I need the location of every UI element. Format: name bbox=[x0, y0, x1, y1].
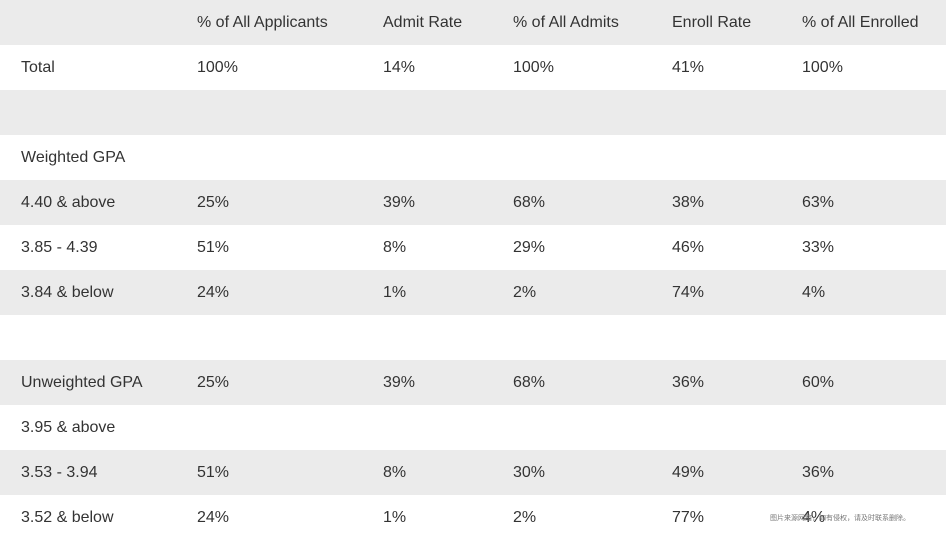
table-row: 3.85 - 4.39 51% 8% 29% 46% 33% bbox=[0, 225, 946, 270]
cell-enroll-rate bbox=[672, 135, 802, 180]
cell-admit-rate: 8% bbox=[383, 238, 407, 256]
row-label: 3.84 & below bbox=[21, 283, 114, 301]
cell-enroll-rate: 38% bbox=[672, 193, 705, 211]
table-row: 3.84 & below 24% 1% 2% 74% 4% bbox=[0, 270, 946, 315]
row-label: Weighted GPA bbox=[21, 148, 126, 166]
cell-enroll-rate: 36% bbox=[672, 373, 705, 391]
cell-pct-enrolled: 63% bbox=[802, 193, 835, 211]
cell-enroll-rate: 74% bbox=[672, 283, 705, 301]
cell-pct-enrolled: 4% bbox=[802, 283, 826, 301]
table-row: 4.40 & above 25% 39% 68% 38% 63% bbox=[0, 180, 946, 225]
cell-pct-applicants: 51% bbox=[197, 238, 230, 256]
cell-pct-enrolled bbox=[802, 135, 946, 180]
cell-pct-enrolled bbox=[802, 315, 946, 360]
cell-pct-enrolled bbox=[802, 405, 946, 450]
cell-pct-enrolled: 4% bbox=[802, 508, 826, 526]
cell-pct-admits: 2% bbox=[513, 508, 537, 526]
row-label: Unweighted GPA bbox=[21, 373, 143, 391]
cell-pct-admits bbox=[513, 315, 672, 360]
cell-pct-applicants bbox=[197, 405, 383, 450]
cell-pct-enrolled: 33% bbox=[802, 238, 835, 256]
header-cell-enroll-rate: Enroll Rate bbox=[672, 13, 752, 31]
header-cell-blank bbox=[0, 0, 197, 45]
watermark-text: 图片来源网络，如有侵权，请及时联系删除。 bbox=[770, 514, 910, 522]
cell-enroll-rate: 77% bbox=[672, 508, 705, 526]
cell-admit-rate: 39% bbox=[383, 373, 416, 391]
cell-pct-applicants: 51% bbox=[197, 463, 230, 481]
row-label: Total bbox=[21, 58, 55, 76]
cell-pct-enrolled: 60% bbox=[802, 373, 835, 391]
cell-pct-applicants: 24% bbox=[197, 283, 230, 301]
cell-admit-rate bbox=[383, 90, 513, 135]
cell-enroll-rate: 41% bbox=[672, 58, 705, 76]
cell-pct-applicants: 25% bbox=[197, 193, 230, 211]
table-row-unweighted-gpa: Unweighted GPA 25% 39% 68% 36% 60% bbox=[0, 360, 946, 405]
header-cell-pct-enrolled: % of All Enrolled bbox=[802, 13, 919, 31]
cell-enroll-rate bbox=[672, 405, 802, 450]
table-row-spacer bbox=[0, 90, 946, 135]
table-header-row: % of All Applicants Admit Rate % of All … bbox=[0, 0, 946, 45]
cell-enroll-rate: 46% bbox=[672, 238, 705, 256]
table-row-spacer bbox=[0, 315, 946, 360]
table-row: 3.53 - 3.94 51% 8% 30% 49% 36% bbox=[0, 450, 946, 495]
cell-pct-admits bbox=[513, 135, 672, 180]
cell-admit-rate: 8% bbox=[383, 463, 407, 481]
cell-pct-enrolled: 36% bbox=[802, 463, 835, 481]
row-label: 4.40 & above bbox=[21, 193, 116, 211]
cell-admit-rate: 1% bbox=[383, 283, 407, 301]
table-row-total: Total 100% 14% 100% 41% 100% bbox=[0, 45, 946, 90]
header-cell-pct-admits: % of All Admits bbox=[513, 13, 619, 31]
cell-pct-admits: 29% bbox=[513, 238, 546, 256]
cell-pct-enrolled: 100% bbox=[802, 58, 843, 76]
cell-admit-rate: 39% bbox=[383, 193, 416, 211]
cell-admit-rate: 1% bbox=[383, 508, 407, 526]
header-cell-admit-rate: Admit Rate bbox=[383, 13, 463, 31]
cell-pct-applicants bbox=[197, 315, 383, 360]
cell-pct-admits: 68% bbox=[513, 193, 546, 211]
cell-pct-applicants bbox=[197, 90, 383, 135]
table-row-weighted-gpa-heading: Weighted GPA bbox=[0, 135, 946, 180]
header-cell-pct-applicants: % of All Applicants bbox=[197, 13, 328, 31]
cell-enroll-rate bbox=[672, 315, 802, 360]
table-row: 3.95 & above bbox=[0, 405, 946, 450]
cell-admit-rate: 14% bbox=[383, 58, 416, 76]
table-row: 3.52 & below 24% 1% 2% 77% 4% bbox=[0, 495, 946, 540]
cell-enroll-rate bbox=[672, 90, 802, 135]
cell-pct-applicants: 24% bbox=[197, 508, 230, 526]
cell-enroll-rate: 49% bbox=[672, 463, 705, 481]
row-label bbox=[0, 90, 197, 135]
cell-pct-admits: 68% bbox=[513, 373, 546, 391]
row-label: 3.53 - 3.94 bbox=[21, 463, 98, 481]
cell-pct-applicants: 25% bbox=[197, 373, 230, 391]
row-label bbox=[0, 315, 197, 360]
cell-pct-admits bbox=[513, 90, 672, 135]
row-label: 3.52 & below bbox=[21, 508, 114, 526]
cell-pct-enrolled bbox=[802, 90, 946, 135]
cell-admit-rate bbox=[383, 135, 513, 180]
cell-pct-admits: 30% bbox=[513, 463, 546, 481]
cell-pct-admits: 100% bbox=[513, 58, 554, 76]
cell-admit-rate bbox=[383, 315, 513, 360]
cell-admit-rate bbox=[383, 405, 513, 450]
row-label: 3.85 - 4.39 bbox=[21, 238, 98, 256]
cell-pct-applicants bbox=[197, 135, 383, 180]
cell-pct-admits: 2% bbox=[513, 283, 537, 301]
row-label: 3.95 & above bbox=[21, 418, 116, 436]
cell-pct-applicants: 100% bbox=[197, 58, 238, 76]
cell-pct-admits bbox=[513, 405, 672, 450]
